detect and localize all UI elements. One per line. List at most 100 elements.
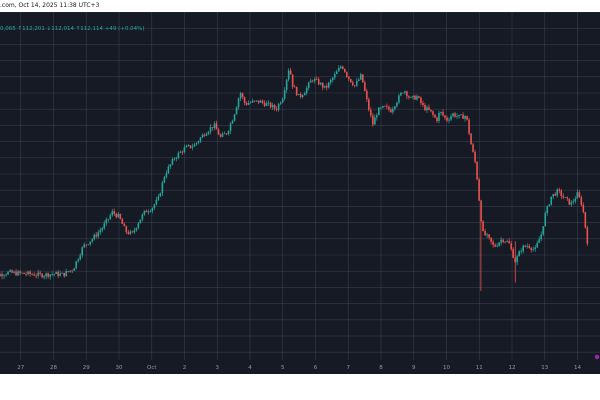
candle-body: [215, 123, 218, 130]
candle-body: [73, 268, 75, 271]
candle-body: [448, 119, 450, 121]
candle-body: [538, 239, 541, 243]
candle-body: [245, 102, 248, 105]
candle-body: [518, 251, 520, 257]
candle-body: [470, 133, 472, 145]
candle-body: [127, 232, 130, 234]
candle-body: [239, 93, 242, 99]
candle-body: [265, 103, 268, 106]
candle-body: [279, 102, 282, 104]
candle-body: [273, 105, 276, 109]
candle-body: [61, 272, 63, 274]
candle-body: [229, 123, 232, 131]
candle-body: [474, 151, 476, 162]
candle-body: [113, 211, 116, 214]
candle-body: [584, 212, 587, 228]
candle-body: [462, 114, 464, 119]
candle-body: [167, 166, 170, 174]
candle-body: [173, 158, 176, 160]
candle-body: [275, 108, 278, 110]
candle-body: [149, 211, 152, 212]
candle-body: [241, 93, 244, 98]
candle-body: [468, 119, 470, 134]
candle-body: [181, 151, 184, 153]
candle-body: [195, 142, 198, 145]
candle-body: [582, 204, 585, 213]
candle-body: [59, 273, 61, 276]
candle-body: [3, 275, 5, 277]
x-tick-label: 12: [509, 365, 516, 371]
candle-body: [21, 272, 23, 274]
candle-body: [77, 259, 79, 262]
candle-body: [414, 95, 416, 100]
x-tick-label: Oct: [147, 365, 157, 371]
candle-body: [13, 271, 15, 273]
x-tick-label: 8: [379, 365, 383, 371]
candle-body: [55, 272, 57, 274]
candle-body: [15, 271, 17, 276]
candle-body: [47, 273, 49, 277]
candle-body: [63, 272, 65, 277]
candle-body: [438, 112, 440, 121]
candle-body: [143, 210, 146, 215]
candle-body: [153, 204, 156, 208]
candle-body: [69, 270, 71, 272]
candle-body: [51, 274, 53, 275]
candle-body: [285, 79, 288, 91]
candle-body: [293, 86, 296, 88]
candlestick-chart[interactable]: 27 28 29 30 Oct 2 3 4 5 6 7 8 9 10 11 12 13 14: [0, 12, 600, 374]
candle-body: [299, 94, 302, 97]
candle-body: [253, 100, 256, 102]
candle-body: [53, 273, 55, 275]
candle-body: [157, 196, 160, 200]
candle-body: [199, 137, 202, 142]
candle-body: [83, 244, 86, 248]
candle-body: [372, 115, 374, 125]
candle-body: [410, 97, 412, 98]
candle-body: [530, 247, 533, 250]
candle-body: [454, 113, 456, 117]
candle-body: [233, 114, 236, 121]
candle-body: [57, 272, 59, 276]
candle-body: [526, 246, 528, 247]
candle-body: [540, 234, 543, 240]
candle-body: [75, 261, 77, 269]
candle-body: [426, 107, 428, 111]
candle-body: [175, 157, 178, 159]
candle-body: [440, 111, 442, 113]
candle-body: [335, 71, 338, 75]
candle-body: [408, 96, 410, 98]
candle-body: [327, 82, 330, 88]
candle-body: [500, 239, 502, 243]
candle-body: [45, 273, 47, 277]
candle-body: [534, 247, 537, 250]
candle-body: [261, 100, 264, 103]
candle-body: [506, 241, 508, 242]
candle-body: [87, 244, 90, 246]
x-tick-label: 11: [476, 365, 483, 371]
candle-body: [123, 223, 126, 227]
candle-body: [49, 274, 51, 277]
candle-body: [163, 176, 166, 183]
candle-body: [558, 189, 561, 191]
candle-body: [492, 241, 494, 245]
x-tick-label: 6: [314, 365, 318, 371]
candle-body: [358, 79, 360, 81]
candle-body: [329, 79, 332, 83]
candle-body: [554, 193, 557, 196]
candle-body: [9, 270, 11, 272]
candle-body: [394, 106, 396, 109]
candle-body: [412, 95, 414, 98]
candle-body: [225, 133, 228, 135]
candle-body: [496, 245, 498, 247]
candle-body: [404, 91, 406, 93]
candle-body: [339, 66, 342, 68]
candle-body: [117, 213, 120, 218]
candle-body: [91, 239, 94, 242]
candle-body: [382, 105, 384, 108]
candle-body: [352, 82, 354, 86]
candle-body: [494, 244, 496, 247]
candle-body: [354, 85, 356, 87]
candle-body: [586, 227, 589, 244]
candle-body: [508, 241, 510, 244]
